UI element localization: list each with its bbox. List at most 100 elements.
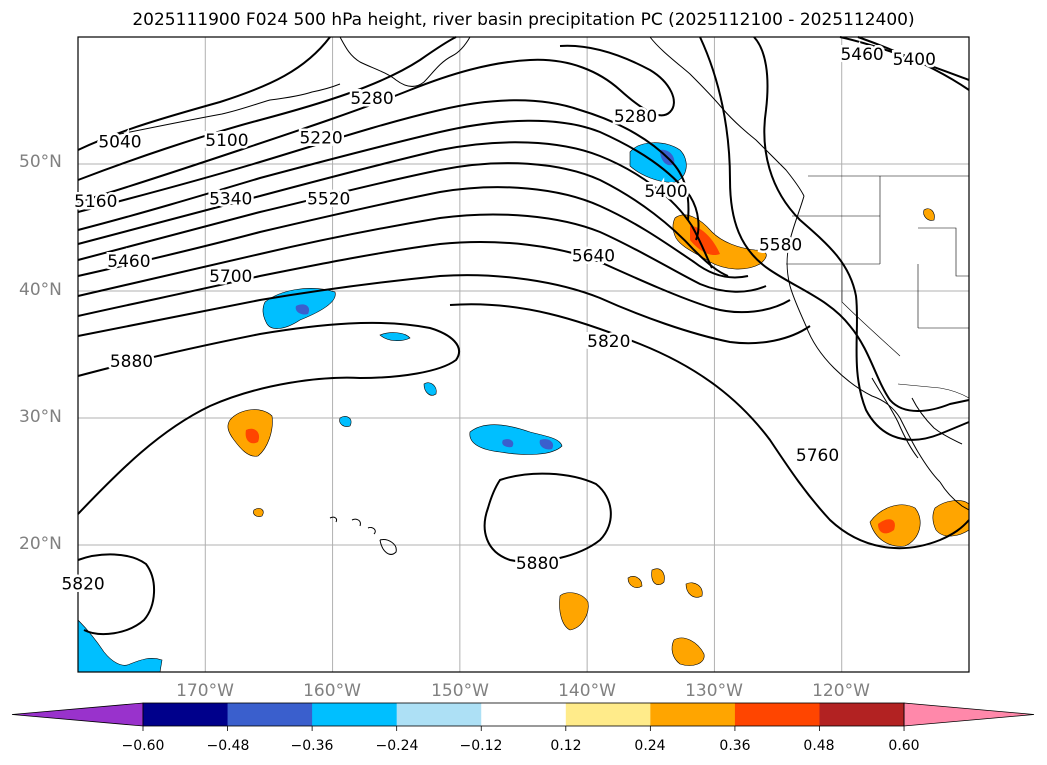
precip-anomaly-layer [77,142,970,673]
coastline-alaska [339,36,471,87]
lat-label-20n: 20°N [19,534,62,554]
precip-patch-negative-core [502,439,514,448]
colorbar-bin [481,703,567,726]
colorbar-bin [312,703,398,726]
contour-line [77,36,331,151]
colorbar-bin [734,703,820,726]
colorbar-tick-label: −0.12 [459,738,503,754]
contour-label: 5400 [644,182,687,202]
contour-line [77,162,729,277]
lon-label-130w: 130°W [685,681,743,701]
contour-label: 5700 [209,267,252,287]
contour-line [857,36,970,91]
precip-patch-negative [339,416,352,427]
lon-label-120w: 120°W [812,681,870,701]
contour-label: 5040 [98,132,141,152]
coastline-mexico [939,481,970,511]
gridlines [78,37,969,672]
coastline-baja [871,377,919,459]
coastline-gulf-california [911,397,963,445]
contour-label: 5100 [205,131,248,151]
contour-line [77,141,713,269]
contour-line [77,241,791,317]
contour-label-layer: 5040 5160 5100 5220 5280 5340 5460 5520 5700 5880… [59,42,938,597]
colorbar-tick-label: 0.12 [550,738,582,754]
precip-patch-positive [253,508,264,517]
contour-label: 5820 [61,574,104,594]
contour-label: 5460 [840,45,883,65]
colorbar-extend-high [903,702,1035,727]
precip-patch-negative [379,332,411,341]
precip-patch-positive-core [245,428,260,444]
coastline-aleutians [99,83,341,139]
coastline-us-west [786,195,941,483]
hawaii-islands [329,516,397,555]
height-contours-layer [77,36,970,636]
precip-patch-negative [469,424,563,455]
contour-label: 5760 [796,446,839,466]
border-nv-ca [841,264,901,357]
precip-patch-negative [423,382,437,396]
contour-line [483,472,612,563]
contour-label: 5520 [307,190,350,210]
border-ut-top [918,227,969,277]
contour-line [753,36,970,441]
contour-line [77,213,767,297]
border-us-mexico [897,383,970,399]
lat-label-40n: 40°N [19,280,62,300]
colorbar-bin [396,703,482,726]
contour-label: 5460 [107,252,150,272]
precip-patch-positive [685,582,703,598]
contour-label: 5160 [74,192,117,212]
contour-label: 5880 [516,554,559,574]
precip-patch-positive [627,576,643,588]
contour-label: 5340 [209,190,252,210]
colorbar-bin [819,703,905,726]
map-title: 2025111900 F024 500 hPa height, river ba… [132,10,915,30]
contour-line [77,99,690,221]
precip-patch-negative [77,619,163,673]
contour-label: 5880 [110,352,153,372]
precip-patch-positive [932,500,970,537]
precip-patch-negative-core [295,304,310,315]
contour-label: 5220 [299,129,342,149]
colorbar-tick-label: −0.36 [290,738,334,754]
coastline-layer [99,36,970,555]
precip-patch-positive [671,637,705,666]
colorbar-tick-label: −0.24 [375,738,419,754]
precip-patch-negative-core [539,439,554,450]
colorbar-tick-label: 0.60 [888,738,920,754]
contour-label: 5640 [572,247,615,267]
lon-label-140w: 140°W [558,681,616,701]
colorbar-bin [143,703,229,726]
contour-line [839,36,970,81]
precip-patch-positive [651,568,665,585]
contour-label: 5400 [893,50,936,70]
colorbar-extend-low [11,702,144,727]
colorbar-tick-label: −0.60 [121,738,165,754]
precip-patch-positive [869,504,921,547]
precip-patch-positive [559,592,589,631]
lon-label-170w: 170°W [176,681,234,701]
lon-label-150w: 150°W [431,681,489,701]
contour-line [77,36,457,181]
contour-line [77,186,749,279]
contour-label: 5280 [614,107,657,127]
precip-patch-positive-core [878,519,895,534]
map-frame [77,36,970,673]
state-borders-layer [786,175,970,399]
contour-line [77,274,811,345]
contour-label: 5580 [759,235,802,255]
contour-label: 5280 [350,89,393,109]
colorbar-frame [142,702,905,727]
coastline-bc [649,36,805,197]
contour-line [77,553,156,636]
colorbar-tick-label: −0.48 [206,738,250,754]
precip-patch-positive [923,208,935,221]
colorbar [11,702,1035,731]
lat-label-30n: 30°N [19,407,62,427]
colorbar-tick-label: 0.24 [634,738,666,754]
colorbar-tick-label: 0.36 [719,738,751,754]
colorbar-bin [650,703,736,726]
